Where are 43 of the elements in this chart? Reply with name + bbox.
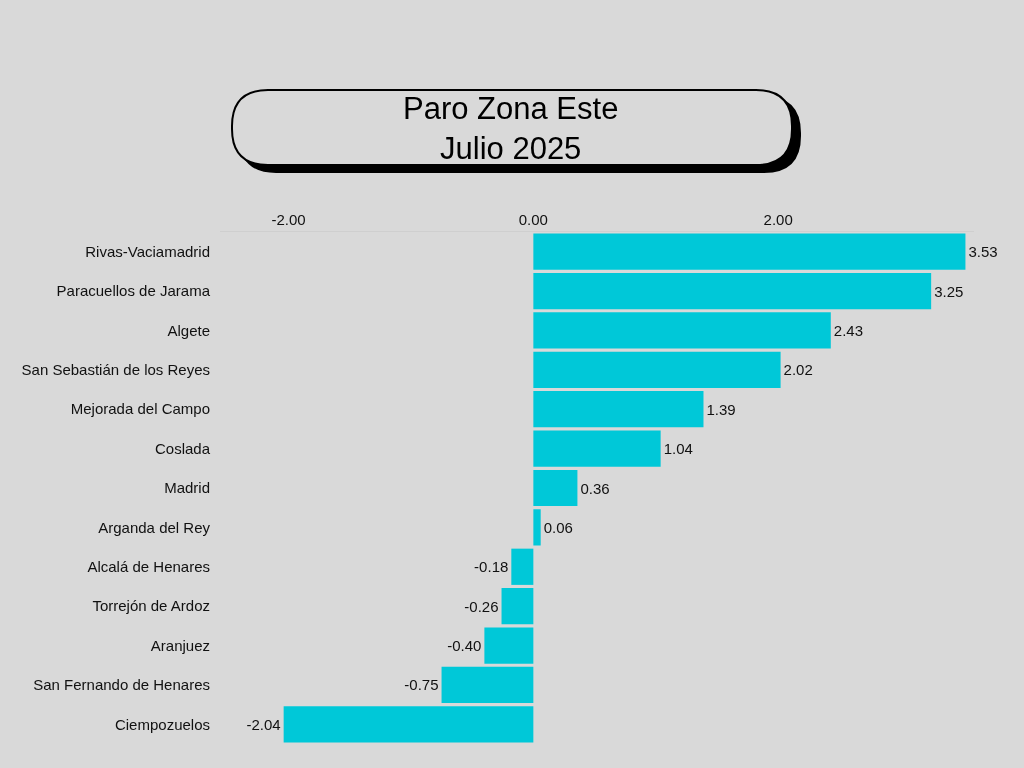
data-label: 3.25: [934, 282, 964, 300]
y-tick-label: Paracuellos de Jarama: [56, 282, 211, 300]
bar: [533, 312, 831, 349]
bar: [501, 588, 534, 625]
y-tick-label: Madrid: [164, 479, 210, 497]
bar: [533, 430, 661, 467]
data-label: 0.36: [580, 479, 610, 497]
data-label: 1.39: [706, 400, 736, 418]
bar: [533, 469, 578, 507]
bar: [533, 391, 704, 428]
data-label: -2.04: [246, 715, 281, 733]
x-tick-label: 2.00: [763, 211, 793, 228]
y-tick-label: Torrejón de Ardoz: [92, 597, 210, 615]
x-tick-label: 0.00: [518, 211, 548, 228]
bar: [441, 666, 534, 704]
bar: [533, 509, 541, 546]
data-label: 2.43: [833, 321, 863, 339]
y-tick-label: Algete: [167, 321, 210, 339]
data-label: 0.06: [543, 518, 573, 536]
data-label: -0.75: [404, 676, 439, 694]
data-label: 2.02: [783, 361, 813, 379]
bar: [484, 627, 534, 664]
y-tick-label: Aranjuez: [150, 636, 210, 654]
y-tick-label: Rivas-Vaciamadrid: [85, 242, 210, 260]
bar: [283, 706, 534, 743]
x-tick-label: -2.00: [271, 211, 306, 228]
bar: [533, 233, 966, 270]
bar: [533, 272, 932, 310]
bar: [533, 351, 781, 388]
chart-title: Paro Zona Este Julio 2025: [403, 91, 619, 167]
y-tick-label: San Sebastián de los Reyes: [21, 361, 210, 379]
data-label: -0.18: [474, 558, 509, 576]
y-tick-label: San Fernando de Henares: [33, 676, 210, 694]
data-label: -0.26: [464, 597, 499, 615]
data-label: 1.04: [663, 440, 693, 458]
y-tick-label: Coslada: [154, 439, 211, 457]
y-tick-label: Alcalá de Henares: [87, 558, 210, 576]
y-tick-label: Arganda del Rey: [98, 518, 211, 536]
y-tick-label: Ciempozuelos: [114, 715, 210, 733]
bar: [511, 548, 534, 585]
data-label: -0.40: [447, 637, 482, 655]
data-label: 3.53: [968, 243, 998, 261]
y-tick-label: Mejorada del Campo: [70, 400, 210, 418]
